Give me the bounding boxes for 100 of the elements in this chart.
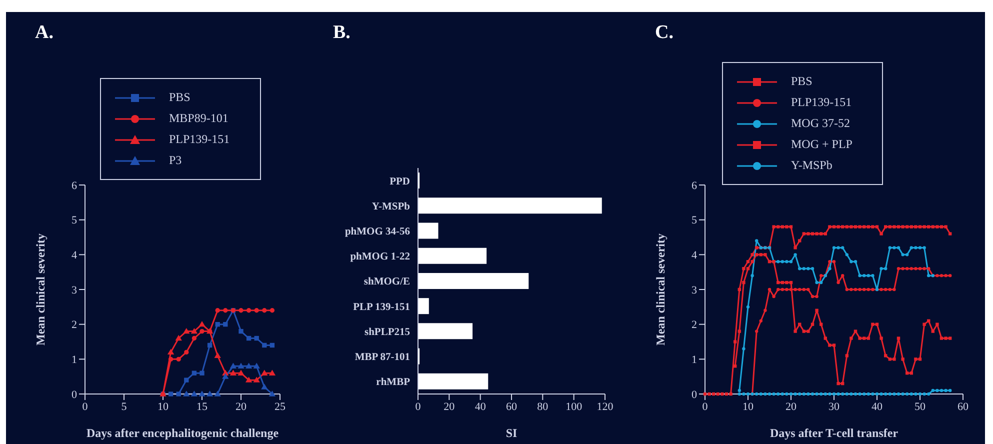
x-axis-title: Days after encephalitogenic challenge	[86, 426, 280, 440]
point	[936, 388, 939, 392]
point	[927, 392, 930, 396]
y-tick-label: 5	[692, 214, 698, 227]
point	[780, 260, 784, 264]
point	[896, 225, 900, 228]
x-tick-label: 100	[566, 400, 583, 413]
point	[734, 340, 737, 344]
point	[238, 370, 244, 376]
point	[245, 362, 252, 368]
point	[772, 225, 776, 228]
point	[832, 225, 836, 228]
point	[245, 376, 252, 382]
y-tick-label: 3	[692, 284, 698, 296]
point	[776, 260, 780, 264]
point	[884, 392, 888, 396]
point	[922, 267, 926, 270]
point	[906, 267, 909, 270]
point	[238, 362, 244, 368]
point	[785, 260, 788, 264]
point	[750, 274, 754, 278]
point	[862, 336, 866, 340]
point	[824, 232, 827, 236]
point	[810, 267, 814, 270]
point	[901, 225, 904, 228]
point	[262, 308, 267, 313]
point	[222, 373, 229, 379]
point	[785, 280, 788, 284]
x-tick-label: 40	[872, 400, 883, 413]
point	[810, 392, 814, 396]
point	[820, 322, 823, 326]
point	[806, 288, 810, 292]
point	[854, 330, 858, 333]
point	[948, 232, 952, 236]
point	[780, 392, 784, 396]
point	[922, 322, 926, 326]
point	[798, 288, 802, 292]
point	[200, 370, 204, 376]
point	[896, 392, 900, 396]
point	[914, 246, 918, 250]
point	[223, 322, 228, 327]
point	[866, 392, 870, 396]
point	[253, 376, 260, 382]
point	[742, 347, 746, 350]
point	[948, 336, 952, 340]
legend-label: MBP89-101	[169, 111, 228, 126]
point	[892, 225, 896, 228]
point	[910, 392, 913, 396]
point	[742, 267, 746, 270]
point	[215, 322, 220, 327]
point	[824, 336, 827, 340]
point	[862, 225, 866, 228]
point	[901, 253, 904, 256]
point	[884, 354, 888, 358]
point	[936, 274, 939, 278]
point	[850, 392, 853, 396]
point	[815, 232, 818, 236]
point	[215, 308, 220, 313]
point	[238, 308, 244, 313]
point	[866, 274, 870, 278]
y-tick-label: 4	[72, 250, 78, 262]
point	[918, 246, 922, 250]
point	[832, 344, 836, 347]
x-tick-label: 60	[958, 400, 969, 413]
point	[858, 288, 862, 292]
y-tick-label: PLP 139-151	[353, 302, 410, 313]
point	[914, 225, 918, 228]
y-tick-label: phMOG 34-56	[344, 226, 410, 238]
point	[764, 253, 767, 256]
x-tick-label: 15	[196, 400, 208, 413]
chart-title: C.	[655, 22, 674, 44]
point	[746, 305, 750, 309]
point	[167, 348, 174, 355]
point	[192, 370, 197, 376]
x-tick-label: 20	[444, 400, 456, 413]
point	[845, 354, 848, 358]
point	[254, 336, 259, 341]
point	[192, 336, 197, 341]
point	[200, 328, 204, 334]
point	[176, 356, 181, 362]
point	[850, 225, 853, 228]
point	[914, 358, 918, 361]
point	[168, 356, 174, 362]
point	[246, 336, 252, 341]
point	[207, 342, 212, 348]
y-tick-label: rhMBP	[376, 377, 411, 388]
point	[828, 392, 832, 396]
point	[927, 267, 930, 270]
point	[906, 392, 909, 396]
point	[794, 288, 797, 292]
point	[772, 294, 776, 298]
point	[841, 246, 844, 250]
point	[927, 274, 930, 278]
point	[820, 280, 823, 284]
point	[190, 390, 198, 396]
point	[936, 322, 939, 326]
point	[918, 225, 922, 228]
point	[888, 392, 892, 396]
y-tick-label: phMOG 1-22	[350, 252, 410, 263]
point	[750, 260, 754, 264]
